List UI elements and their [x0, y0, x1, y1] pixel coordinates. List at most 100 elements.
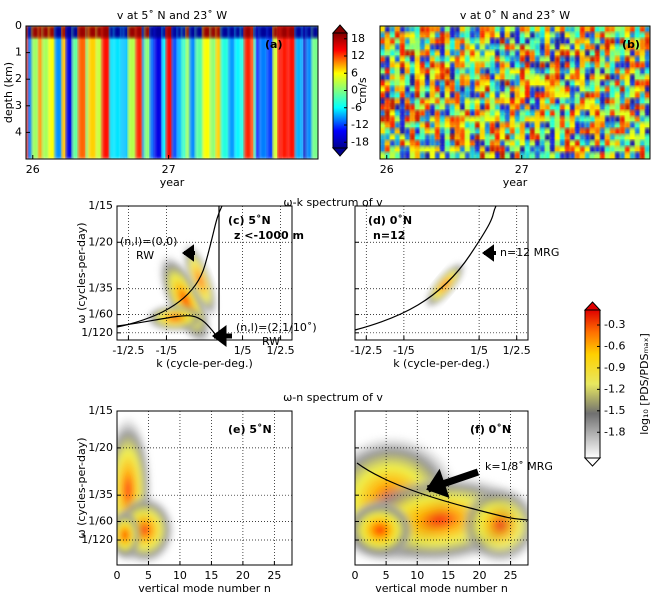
field-cell — [600, 86, 605, 94]
field-cell — [540, 146, 545, 154]
field-cell — [460, 134, 465, 142]
field-cell — [450, 74, 455, 82]
annotation: (d) 0˚N — [368, 214, 412, 227]
field-cell — [550, 38, 555, 46]
field-cell — [600, 122, 605, 130]
field-cell — [515, 56, 520, 64]
field-cell — [455, 104, 460, 112]
field-cell — [385, 50, 390, 58]
field-cell — [570, 140, 575, 148]
field-cell — [445, 140, 450, 148]
field-cell — [625, 38, 630, 46]
field-stripe — [113, 26, 122, 159]
field-cell — [555, 134, 560, 142]
field-cell — [505, 98, 510, 106]
field-cell — [525, 152, 530, 159]
field-cell — [395, 104, 400, 112]
field-cell — [430, 80, 435, 88]
field-stripe — [113, 26, 122, 38]
field-stripe — [65, 26, 74, 159]
field-cell — [455, 152, 460, 159]
field-cell — [450, 152, 455, 159]
field-cell — [440, 80, 445, 88]
field-cell — [545, 116, 550, 124]
field-cell — [465, 116, 470, 124]
field-cell — [475, 140, 480, 148]
field-cell — [575, 68, 580, 76]
field-stripe — [253, 26, 258, 38]
field-cell — [485, 92, 490, 100]
field-cell — [475, 152, 480, 159]
field-cell — [625, 62, 630, 70]
field-cell — [550, 104, 555, 112]
field-cell — [420, 44, 425, 52]
field-cell — [475, 62, 480, 70]
field-cell — [430, 74, 435, 82]
field-cell — [525, 122, 530, 130]
field-cell — [400, 134, 405, 142]
field-cell — [390, 134, 395, 142]
field-cell — [570, 122, 575, 130]
field-cell — [635, 62, 640, 70]
annotation: (e) 5˚N — [228, 423, 272, 436]
field-cell — [415, 68, 420, 76]
field-cell — [485, 32, 490, 40]
field-cell — [385, 80, 390, 88]
field-cell — [455, 134, 460, 142]
field-cell — [520, 62, 525, 70]
field-stripe — [301, 26, 305, 159]
field-cell — [560, 116, 565, 124]
field-cell — [405, 152, 410, 159]
field-cell — [470, 26, 475, 34]
field-cell — [570, 146, 575, 154]
field-cell — [500, 62, 505, 70]
field-cell — [485, 86, 490, 94]
field-stripe — [61, 26, 67, 38]
section-title: ω-k spectrum of v — [283, 196, 383, 209]
field-cell — [415, 44, 420, 52]
field-cell — [410, 104, 415, 112]
field-cell — [505, 32, 510, 40]
field-cell — [465, 92, 470, 100]
field-cell — [430, 98, 435, 106]
field-cell — [435, 62, 440, 70]
field-cell — [510, 62, 515, 70]
field-cell — [515, 44, 520, 52]
field-cell — [520, 152, 525, 159]
field-cell — [495, 122, 500, 130]
field-cell — [615, 50, 620, 58]
field-cell — [470, 92, 475, 100]
field-cell — [605, 146, 610, 154]
field-stripe — [234, 26, 242, 38]
field-cell — [580, 122, 585, 130]
field-cell — [440, 62, 445, 70]
field-cell — [545, 128, 550, 136]
field-cell — [475, 98, 480, 106]
field-cell — [460, 26, 465, 34]
field-stripe — [95, 26, 103, 38]
field-cell — [485, 80, 490, 88]
field-cell — [410, 68, 415, 76]
field-cell — [630, 110, 635, 118]
field-cell — [415, 98, 420, 106]
field-cell — [490, 92, 495, 100]
field-cell — [475, 92, 480, 100]
field-cell — [480, 44, 485, 52]
field-cell — [580, 56, 585, 64]
field-cell — [555, 152, 560, 159]
field-cell — [620, 116, 625, 124]
annotation: n=12 — [373, 229, 405, 242]
field-cell — [640, 80, 645, 88]
field-cell — [445, 152, 450, 159]
field-cell — [425, 26, 430, 34]
field-cell — [440, 92, 445, 100]
field-cell — [490, 62, 495, 70]
field-cell — [490, 134, 495, 142]
field-cell — [470, 134, 475, 142]
field-cell — [645, 74, 650, 82]
field-cell — [620, 38, 625, 46]
field-cell — [460, 68, 465, 76]
field-stripe — [144, 26, 151, 159]
field-cell — [415, 140, 420, 148]
field-cell — [635, 74, 640, 82]
